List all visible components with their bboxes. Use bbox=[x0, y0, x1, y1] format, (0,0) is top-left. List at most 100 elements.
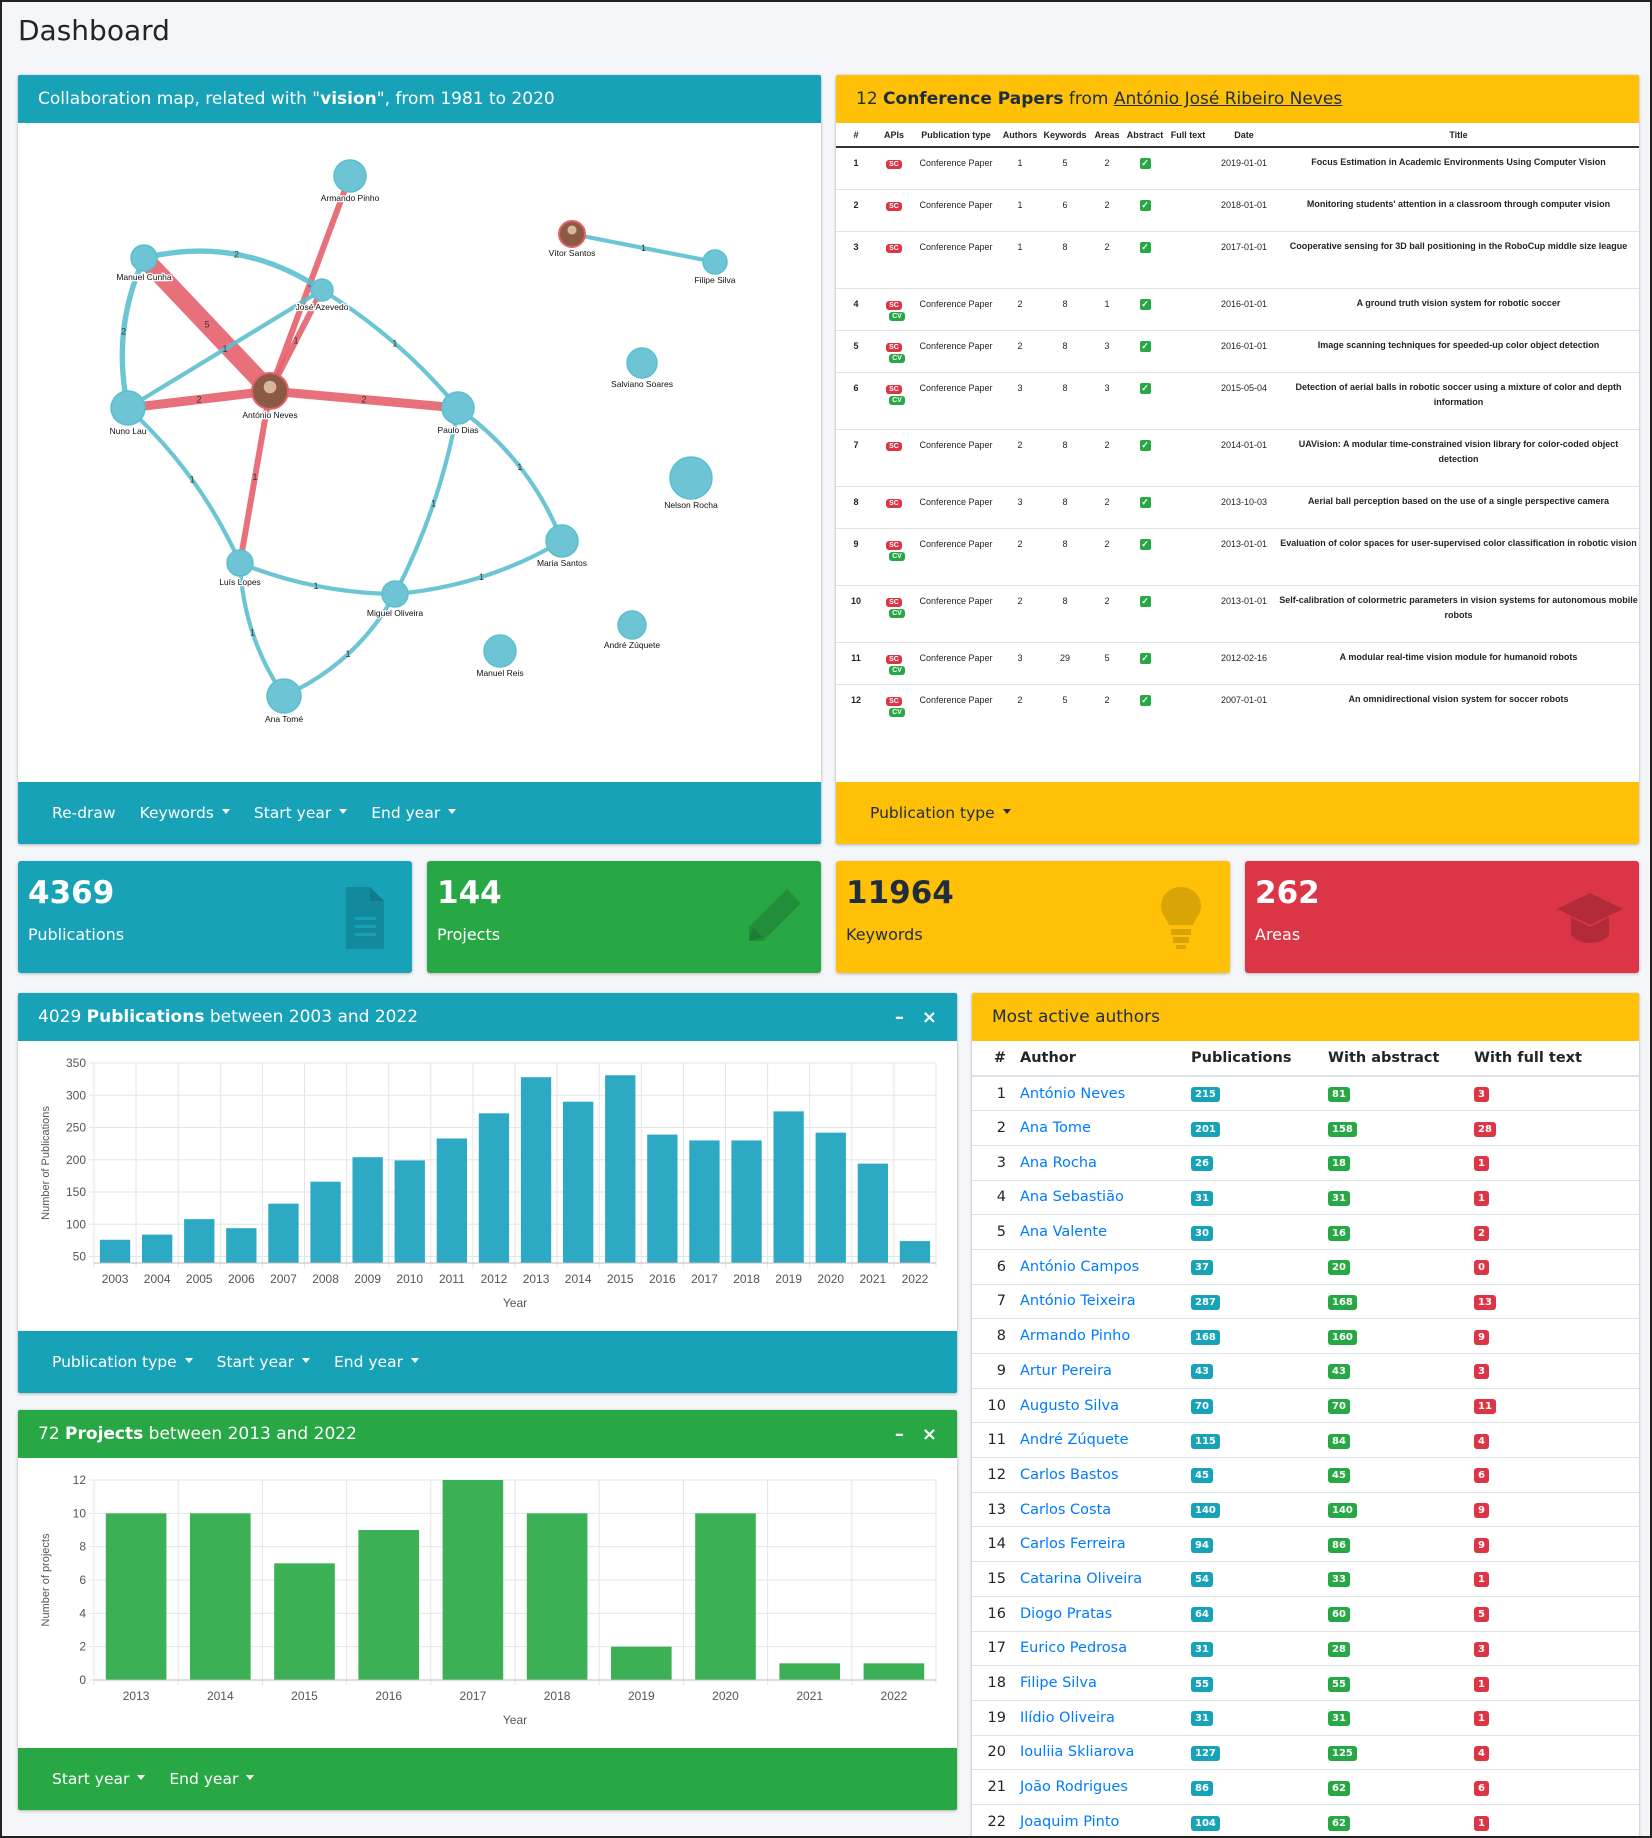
paper-row[interactable]: 6 SCCV Conference Paper 3 8 3 ✓ 2015-05-04 Detec… bbox=[836, 371, 1639, 429]
papers-col-header[interactable]: APIs bbox=[876, 123, 912, 148]
bar-2013[interactable] bbox=[520, 1077, 552, 1263]
authors-col-header[interactable]: # bbox=[972, 1041, 1020, 1077]
author-link[interactable]: Iouliia Skliarova bbox=[1020, 1744, 1135, 1761]
bar-2012[interactable] bbox=[478, 1113, 510, 1263]
scopus-badge[interactable]: SC bbox=[886, 384, 902, 394]
bar-2017[interactable] bbox=[442, 1480, 504, 1680]
scopus-badge[interactable]: SC bbox=[886, 300, 902, 310]
bar-2022[interactable] bbox=[863, 1663, 925, 1680]
collab-node[interactable] bbox=[110, 390, 146, 426]
author-link[interactable]: António Neves bbox=[1020, 1085, 1126, 1102]
paper-row[interactable]: 4 SCCV Conference Paper 2 8 1 ✓ 2016-01-01 A gro… bbox=[836, 287, 1639, 330]
author-link[interactable]: Carlos Bastos bbox=[1020, 1466, 1119, 1483]
collab-node[interactable] bbox=[266, 678, 302, 714]
bar-2008[interactable] bbox=[310, 1181, 341, 1263]
author-link[interactable]: Carlos Costa bbox=[1020, 1501, 1112, 1518]
paper-row[interactable]: 11 SCCV Conference Paper 3 29 5 ✓ 2012-02-16 A m… bbox=[836, 641, 1639, 684]
author-link[interactable]: Ana Tome bbox=[1020, 1120, 1091, 1137]
scopus-badge[interactable]: SC bbox=[886, 696, 902, 706]
bar-2021[interactable] bbox=[857, 1163, 889, 1263]
bar-2006[interactable] bbox=[226, 1228, 257, 1263]
collab-node[interactable] bbox=[702, 249, 728, 275]
stat-projects[interactable]: 144 Projects bbox=[427, 861, 821, 973]
paper-title[interactable]: A ground truth vision system for robotic… bbox=[1278, 287, 1639, 330]
cienciavitae-badge[interactable]: CV bbox=[889, 395, 905, 405]
paper-title[interactable]: An omnidirectional vision system for soc… bbox=[1278, 683, 1639, 726]
author-link[interactable]: António Campos bbox=[1020, 1258, 1140, 1275]
papers-col-header[interactable]: Publication type bbox=[912, 123, 1000, 148]
bar-2009[interactable] bbox=[352, 1157, 383, 1263]
bar-2020[interactable] bbox=[695, 1513, 756, 1680]
authors-col-header[interactable]: Author bbox=[1020, 1041, 1191, 1077]
paper-row[interactable]: 1 SC Conference Paper 1 5 2 ✓ 2019-01-01 Focus E… bbox=[836, 146, 1639, 189]
paper-title[interactable]: A modular real-time vision module for hu… bbox=[1278, 641, 1639, 684]
paper-row[interactable]: 12 SCCV Conference Paper 2 5 2 ✓ 2007-01-01 An o… bbox=[836, 683, 1639, 726]
paper-title[interactable]: Aerial ball perception based on the use … bbox=[1278, 485, 1639, 528]
scopus-badge[interactable]: SC bbox=[886, 597, 902, 607]
bar-2017[interactable] bbox=[689, 1140, 720, 1263]
bar-2019[interactable] bbox=[610, 1646, 672, 1680]
stat-areas[interactable]: 262 Areas bbox=[1245, 861, 1639, 973]
scopus-badge[interactable]: SC bbox=[886, 654, 902, 664]
papers-col-header[interactable]: Title bbox=[1278, 123, 1639, 148]
end-year-dropdown[interactable]: End year bbox=[157, 1770, 266, 1788]
collab-node[interactable] bbox=[669, 456, 713, 500]
collab-node[interactable] bbox=[381, 580, 409, 608]
bar-2018[interactable] bbox=[731, 1140, 762, 1263]
bar-2021[interactable] bbox=[779, 1663, 841, 1680]
bar-2016[interactable] bbox=[647, 1134, 678, 1263]
start-year-dropdown[interactable]: Start year bbox=[242, 804, 359, 822]
paper-title[interactable]: Detection of aerial balls in robotic soc… bbox=[1278, 371, 1639, 429]
papers-col-header[interactable]: Keywords bbox=[1040, 123, 1090, 148]
stat-keywords[interactable]: 11964 Keywords bbox=[836, 861, 1230, 973]
scopus-badge[interactable]: SC bbox=[886, 243, 902, 253]
publication-type-dropdown[interactable]: Publication type bbox=[858, 804, 1023, 822]
minimize-button[interactable]: – bbox=[894, 1006, 904, 1028]
scopus-badge[interactable]: SC bbox=[886, 540, 902, 550]
scopus-badge[interactable]: SC bbox=[886, 201, 902, 211]
author-link[interactable]: Diogo Pratas bbox=[1020, 1605, 1113, 1622]
bar-2014[interactable] bbox=[562, 1101, 594, 1263]
paper-row[interactable]: 7 SC Conference Paper 2 8 2 ✓ 2014-01-01 UAVisio… bbox=[836, 428, 1639, 486]
bar-2018[interactable] bbox=[526, 1513, 588, 1680]
paper-row[interactable]: 9 SCCV Conference Paper 2 8 2 ✓ 2013-01-01 Evalu… bbox=[836, 527, 1639, 585]
cienciavitae-badge[interactable]: CV bbox=[889, 608, 905, 618]
minimize-button[interactable]: – bbox=[894, 1423, 904, 1445]
start-year-dropdown[interactable]: Start year bbox=[40, 1770, 157, 1788]
author-link[interactable]: Eurico Pedrosa bbox=[1020, 1640, 1128, 1657]
papers-col-header[interactable]: # bbox=[836, 123, 876, 148]
cienciavitae-badge[interactable]: CV bbox=[889, 311, 905, 321]
paper-title[interactable]: Image scanning techniques for speeded-up… bbox=[1278, 329, 1639, 372]
bar-2022[interactable] bbox=[899, 1241, 931, 1263]
authors-col-header[interactable]: Publications bbox=[1191, 1041, 1328, 1077]
papers-col-header[interactable]: Date bbox=[1210, 123, 1278, 148]
authors-col-header[interactable]: With full text bbox=[1474, 1041, 1639, 1077]
cienciavitae-badge[interactable]: CV bbox=[889, 551, 905, 561]
collab-node[interactable] bbox=[441, 391, 475, 425]
collab-node[interactable] bbox=[483, 634, 517, 668]
author-link[interactable]: Joaquim Pinto bbox=[1020, 1814, 1120, 1831]
paper-title[interactable]: Focus Estimation in Academic Environment… bbox=[1278, 146, 1639, 189]
author-link[interactable]: João Rodrigues bbox=[1020, 1779, 1128, 1796]
bar-2007[interactable] bbox=[268, 1203, 299, 1263]
scopus-badge[interactable]: SC bbox=[886, 498, 902, 508]
bar-2013[interactable] bbox=[105, 1513, 167, 1680]
paper-row[interactable]: 3 SC Conference Paper 1 8 2 ✓ 2017-01-01 Coopera… bbox=[836, 230, 1639, 288]
scopus-badge[interactable]: SC bbox=[886, 160, 902, 169]
collab-node[interactable] bbox=[226, 549, 254, 577]
close-button[interactable]: × bbox=[921, 1006, 937, 1028]
author-link[interactable]: Ana Rocha bbox=[1020, 1154, 1097, 1171]
bar-2019[interactable] bbox=[773, 1111, 804, 1263]
bar-2015[interactable] bbox=[605, 1075, 636, 1263]
author-link[interactable]: Artur Pereira bbox=[1020, 1362, 1112, 1379]
bar-2020[interactable] bbox=[815, 1132, 846, 1263]
bar-2014[interactable] bbox=[189, 1513, 251, 1680]
end-year-dropdown[interactable]: End year bbox=[322, 1353, 431, 1371]
publication-type-dropdown[interactable]: Publication type bbox=[40, 1353, 205, 1371]
author-link[interactable]: Ana Valente bbox=[1020, 1224, 1108, 1241]
start-year-dropdown[interactable]: Start year bbox=[205, 1353, 322, 1371]
paper-title[interactable]: Evaluation of color spaces for user-supe… bbox=[1278, 527, 1639, 585]
close-button[interactable]: × bbox=[921, 1423, 937, 1445]
author-link[interactable]: André Zúquete bbox=[1020, 1432, 1129, 1449]
